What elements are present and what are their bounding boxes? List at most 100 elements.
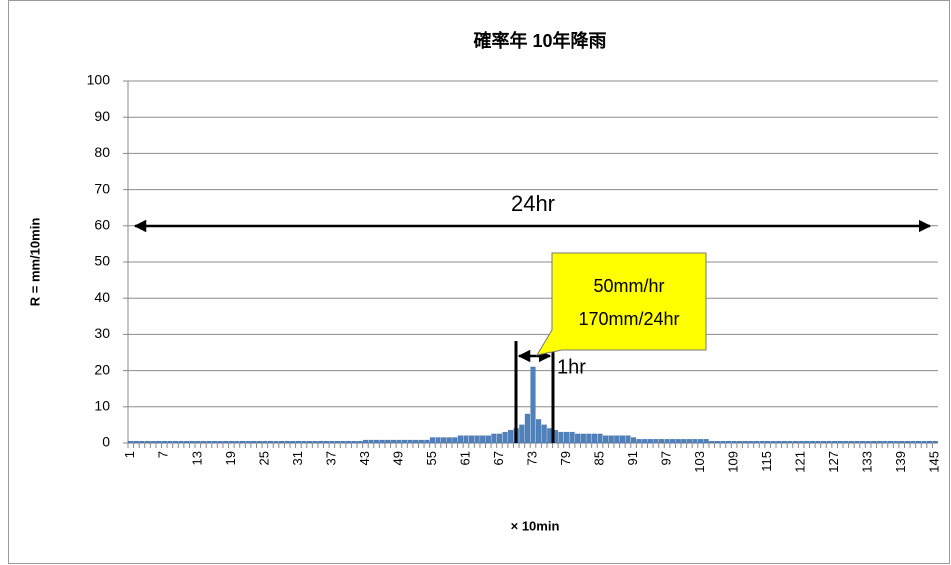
y-tick-label: 20 — [94, 361, 110, 377]
bar — [625, 435, 631, 444]
bar — [184, 440, 190, 444]
bar — [441, 437, 447, 444]
bar — [379, 439, 385, 444]
bar — [424, 439, 430, 444]
bar — [469, 435, 475, 444]
bar — [887, 440, 894, 444]
bar — [547, 428, 553, 444]
bar — [228, 440, 234, 444]
x-tick-label: 43 — [357, 451, 372, 465]
bar — [720, 440, 726, 444]
x-tick-label: 55 — [424, 451, 439, 465]
bar — [212, 440, 218, 444]
x-tick-label: 85 — [591, 451, 606, 465]
bar — [172, 440, 179, 444]
bar — [793, 440, 799, 444]
bar — [418, 439, 424, 444]
x-tick-label: 103 — [692, 451, 707, 473]
bar — [251, 440, 257, 444]
bar — [351, 440, 357, 444]
bar — [457, 435, 463, 444]
bar — [832, 440, 838, 444]
y-axis-label: R = mm/10min — [27, 218, 42, 307]
bar — [200, 440, 206, 444]
bar — [871, 440, 877, 444]
bar — [798, 440, 804, 444]
bar — [429, 437, 435, 444]
bar — [899, 440, 905, 444]
bar — [385, 439, 391, 444]
bar — [295, 440, 301, 444]
x-axis-label: × 10min — [511, 518, 560, 533]
bar — [647, 439, 653, 444]
annotation: 50mm/hr — [593, 276, 664, 296]
bar — [865, 440, 871, 444]
bar — [737, 440, 743, 444]
bar — [843, 440, 849, 444]
bar — [837, 440, 843, 444]
annotations: 24hr 1hr 50mm/hr 170mm/24hr — [133, 191, 932, 443]
bar — [809, 440, 815, 444]
bar — [256, 440, 262, 444]
x-tick-label: 139 — [893, 451, 908, 473]
bar — [765, 440, 771, 444]
bar — [413, 439, 419, 444]
bar — [334, 440, 341, 444]
bar — [642, 439, 648, 444]
bar — [619, 435, 625, 444]
bar — [591, 433, 597, 444]
bar — [524, 413, 530, 444]
bar — [128, 440, 134, 444]
bar — [893, 440, 899, 444]
x-tick-label: 115 — [759, 451, 774, 472]
bar — [329, 440, 335, 444]
y-tick-label: 30 — [94, 325, 110, 341]
y-tick-label: 100 — [87, 72, 111, 88]
bar — [496, 433, 503, 444]
x-tick-label: 127 — [826, 451, 841, 473]
bar — [725, 440, 732, 444]
bar — [262, 440, 268, 444]
bar — [502, 431, 508, 444]
bar — [910, 440, 916, 444]
bar — [569, 431, 575, 444]
bar — [636, 439, 642, 444]
bar — [161, 440, 167, 444]
bar — [318, 440, 324, 444]
x-tick-label: 91 — [625, 451, 640, 465]
bar — [580, 433, 586, 444]
bar — [781, 440, 787, 444]
x-tick-label: 79 — [558, 451, 573, 465]
bar — [133, 440, 139, 444]
bar — [536, 419, 542, 444]
bar — [692, 439, 698, 444]
bar — [145, 440, 151, 444]
bar — [776, 440, 782, 444]
bar — [452, 437, 458, 444]
bar — [279, 440, 285, 444]
bar — [541, 424, 547, 444]
bar — [239, 440, 246, 444]
y-tick-label: 90 — [94, 108, 110, 124]
bar — [374, 439, 380, 444]
bar — [396, 439, 402, 444]
bar — [362, 439, 368, 444]
bar — [854, 440, 860, 444]
y-tick-label: 60 — [94, 217, 110, 233]
bar — [714, 440, 720, 444]
bar — [658, 439, 665, 444]
bar — [519, 424, 525, 444]
y-tick-label: 10 — [94, 398, 110, 414]
bar — [698, 439, 704, 444]
annotation: 24hr — [511, 191, 555, 216]
bar — [206, 440, 212, 444]
bar — [217, 440, 223, 444]
bar — [323, 440, 329, 444]
bar — [631, 437, 637, 444]
bar — [150, 440, 156, 444]
bar — [904, 440, 910, 444]
bar — [787, 440, 793, 444]
x-tick-label: 19 — [223, 451, 238, 465]
bar — [156, 440, 162, 444]
bar — [876, 440, 882, 444]
